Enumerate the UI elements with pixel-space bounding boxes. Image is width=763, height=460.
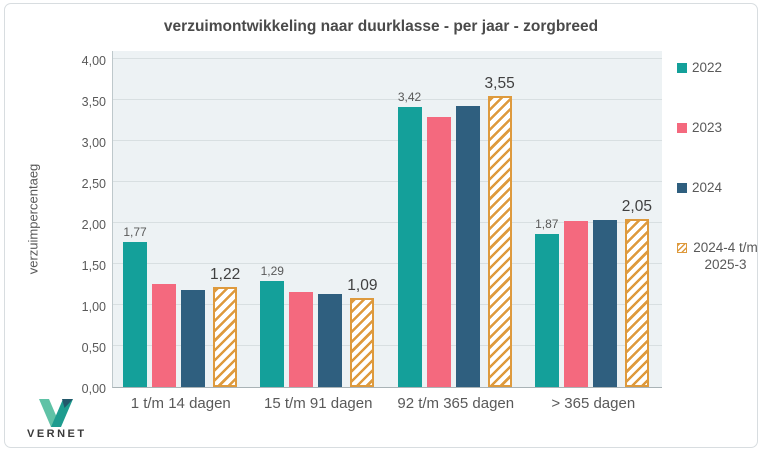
vernet-logo-icon [39, 399, 73, 427]
x-axis-label: > 365 dagen [551, 395, 636, 412]
x-axis-label: 15 t/m 91 dagen [264, 395, 373, 412]
legend-swatch-icon [677, 122, 687, 133]
gridline [113, 99, 662, 101]
gridline [113, 58, 662, 60]
bar-group: 1,77 1,22 [113, 51, 250, 387]
bar-column: 1,29 [260, 51, 285, 387]
y-axis-title: verzuimpercentaeg [25, 163, 41, 275]
vernet-logo: VERNET [27, 399, 85, 440]
gridline [113, 345, 662, 347]
y-tick-label: 0,50 [81, 340, 106, 355]
x-axis-labels: 1 t/m 14 dagen 15 t/m 91 dagen 92 t/m 365 … [112, 395, 662, 412]
bar [592, 219, 617, 387]
y-tick-label: 1,50 [81, 258, 106, 273]
bar-value-label: 1,87 [535, 216, 559, 231]
legend-swatch-icon [677, 63, 687, 73]
legend-item: 2022 [677, 60, 759, 77]
bar-column: 3,55 [485, 51, 515, 387]
bar-column [181, 51, 206, 387]
bar [426, 117, 451, 387]
bar [260, 281, 285, 387]
y-tick-label: 3,50 [81, 94, 106, 109]
legend: 2022 2023 2024 2024-4 t/m 2025-3 [677, 60, 759, 273]
chart-title: verzuimontwikkeling naar duurklasse - pe… [163, 18, 599, 35]
bar [152, 283, 177, 387]
bar [624, 218, 649, 387]
bar-group: 1,29 1,09 [250, 51, 387, 387]
bar [318, 294, 343, 387]
bar-value-label: 1,09 [347, 276, 378, 294]
legend-label: 2024 [692, 179, 723, 195]
bar-group: 3,42 3,55 [388, 51, 525, 387]
bar-value-label: 3,42 [397, 89, 422, 104]
y-tick-label: 4,00 [81, 53, 106, 68]
bar-group: 1,87 2,05 [525, 51, 662, 387]
y-tick-label: 3,00 [81, 135, 106, 150]
bar-value-label: 2,05 [621, 197, 652, 215]
bar [123, 241, 148, 387]
bar-column: 1,77 [123, 51, 148, 387]
legend-item: 2024 [677, 180, 759, 197]
legend-label: 2022 [692, 60, 723, 75]
bar [350, 297, 375, 387]
y-tick-label: 2,00 [81, 217, 106, 232]
bar [534, 233, 559, 387]
bar [181, 290, 206, 387]
legend-item: 2024-4 t/m 2025-3 [677, 240, 759, 274]
bar-column: 1,22 [210, 51, 240, 387]
bar [487, 95, 512, 387]
bar-value-label: 3,55 [484, 74, 515, 92]
bar-column [563, 51, 588, 387]
y-tick-label: 0,00 [81, 381, 106, 396]
legend-swatch-icon [677, 182, 687, 193]
vernet-logo-text: VERNET [27, 428, 87, 440]
chart-card: verzuimontwikkeling naar duurklasse - pe… [4, 3, 758, 448]
bar [289, 291, 314, 387]
legend-label: 2023 [692, 119, 723, 135]
bar-column: 1,87 [534, 51, 559, 387]
bar [455, 105, 480, 387]
bar [563, 220, 588, 387]
gridline [113, 181, 662, 183]
legend-swatch-icon [677, 242, 687, 253]
y-tick-label: 1,00 [81, 299, 106, 314]
gridline [113, 222, 662, 224]
y-axis-ticks: 0,00 0,50 1,00 1,50 2,00 2,50 3,00 3,50 4,00 [58, 51, 106, 396]
bar-value-label: 1,22 [210, 265, 241, 283]
gridline [113, 304, 662, 306]
bar [213, 286, 238, 387]
bar-column [289, 51, 314, 387]
legend-label: 2024-4 t/m 2025-3 [693, 239, 758, 272]
bar-column [152, 51, 177, 387]
plot-area: 1,77 1,22 1,29 1,09 3,42 3,55 1,87 2,05 [112, 51, 662, 388]
bar-column [426, 51, 451, 387]
bar-column: 1,09 [347, 51, 377, 387]
bar-column: 2,05 [622, 51, 652, 387]
bar-column [592, 51, 617, 387]
legend-item: 2023 [677, 120, 759, 137]
bar-value-label: 1,77 [123, 224, 147, 239]
x-axis-label: 92 t/m 365 dagen [397, 395, 515, 412]
bar-column: 3,42 [397, 51, 422, 387]
gridline [113, 263, 662, 265]
bar-column [455, 51, 480, 387]
bar-value-label: 1,29 [260, 264, 284, 279]
bar-column [318, 51, 343, 387]
gridline [113, 140, 662, 142]
y-tick-label: 2,50 [81, 176, 106, 191]
x-axis-label: 1 t/m 14 dagen [130, 395, 231, 412]
bar-groups: 1,77 1,22 1,29 1,09 3,42 3,55 1,87 2,05 [113, 51, 662, 387]
bar [397, 106, 422, 387]
